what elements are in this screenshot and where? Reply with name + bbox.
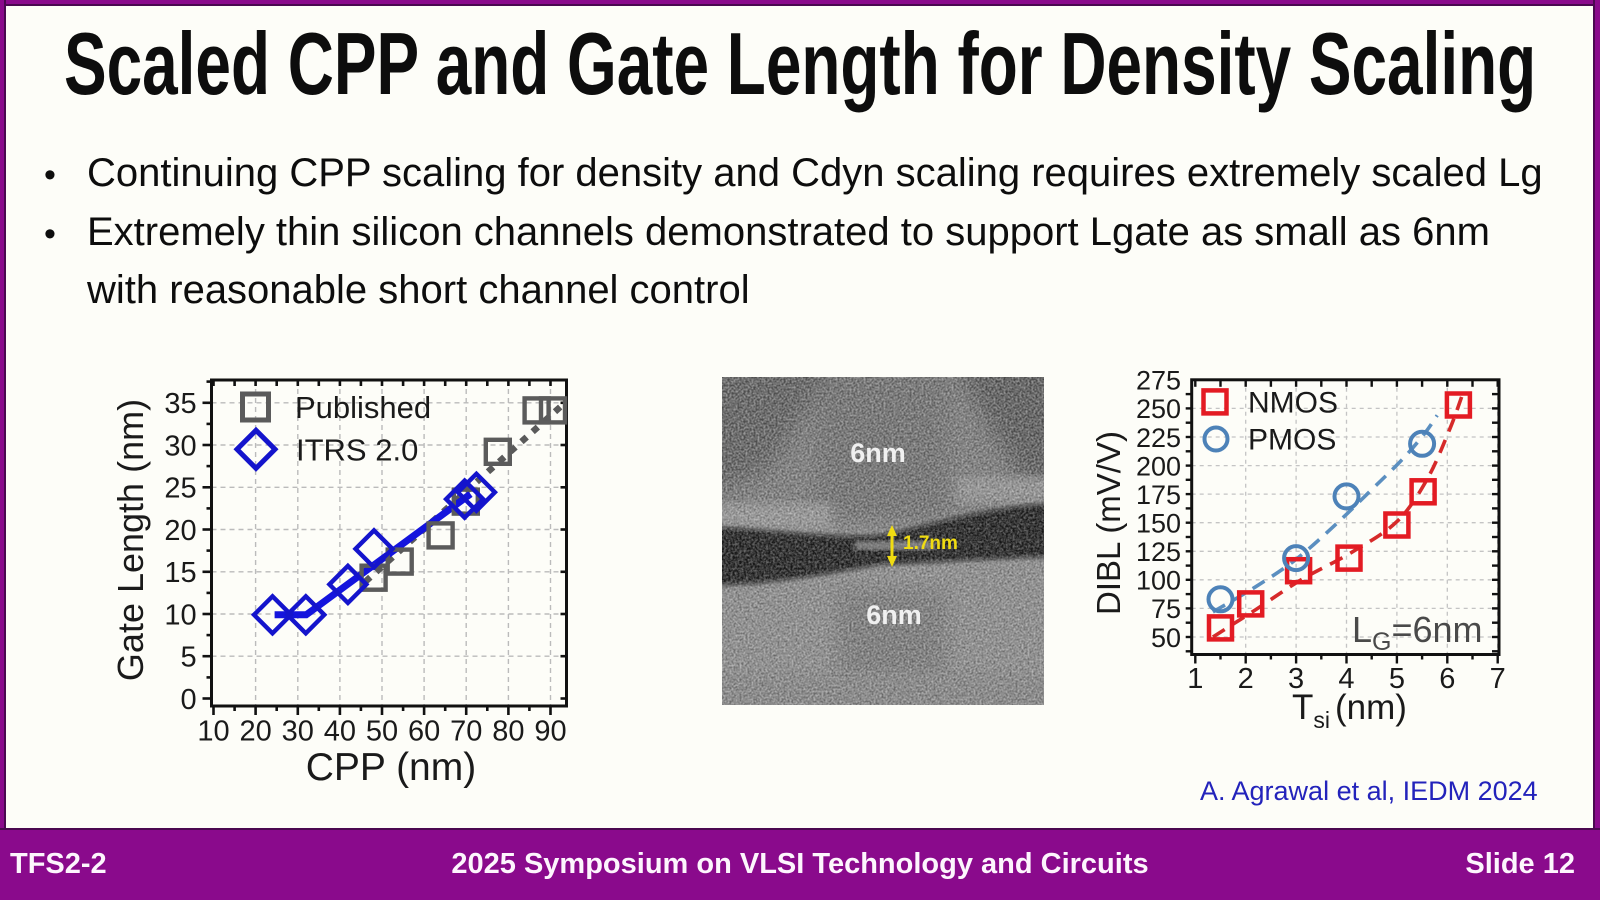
svg-text:3: 3 xyxy=(1288,663,1304,695)
svg-text:10: 10 xyxy=(197,716,229,748)
svg-text:NMOS: NMOS xyxy=(1248,387,1338,420)
svg-text:30: 30 xyxy=(164,430,196,462)
svg-text:30: 30 xyxy=(282,716,314,748)
svg-text:75: 75 xyxy=(1151,594,1181,624)
svg-text:15: 15 xyxy=(164,557,196,589)
svg-text:20: 20 xyxy=(164,515,196,547)
svg-text:ITRS 2.0: ITRS 2.0 xyxy=(296,432,418,467)
svg-text:CPP (nm): CPP (nm) xyxy=(306,746,476,789)
svg-text:40: 40 xyxy=(324,716,356,748)
svg-text:200: 200 xyxy=(1136,451,1181,481)
svg-text:PMOS: PMOS xyxy=(1248,424,1336,457)
svg-text:60: 60 xyxy=(408,716,440,748)
svg-text:1.7nm: 1.7nm xyxy=(903,533,958,554)
svg-text:6: 6 xyxy=(1439,663,1455,695)
svg-text:175: 175 xyxy=(1136,480,1181,510)
svg-text:20: 20 xyxy=(239,716,271,748)
svg-text:6nm: 6nm xyxy=(866,600,922,630)
svg-text:7: 7 xyxy=(1490,663,1506,695)
svg-text:5: 5 xyxy=(181,642,197,674)
svg-text:50: 50 xyxy=(366,716,398,748)
svg-text:LG=6nm: LG=6nm xyxy=(1352,609,1483,656)
svg-text:Published: Published xyxy=(295,390,431,425)
svg-text:225: 225 xyxy=(1136,423,1181,453)
svg-text:5: 5 xyxy=(1389,663,1405,695)
svg-text:150: 150 xyxy=(1136,509,1181,539)
svg-text:90: 90 xyxy=(534,716,566,748)
svg-text:275: 275 xyxy=(1136,366,1181,396)
svg-text:250: 250 xyxy=(1136,394,1181,424)
svg-text:DIBL (mV/V): DIBL (mV/V) xyxy=(1090,431,1127,615)
svg-text:80: 80 xyxy=(492,716,524,748)
svg-text:70: 70 xyxy=(450,716,482,748)
svg-text:Gate Length (nm): Gate Length (nm) xyxy=(110,399,151,681)
svg-text:6nm: 6nm xyxy=(850,438,906,468)
svg-text:35: 35 xyxy=(164,388,196,420)
svg-text:2: 2 xyxy=(1238,663,1254,695)
svg-text:10: 10 xyxy=(164,599,196,631)
svg-text:4: 4 xyxy=(1338,663,1354,695)
svg-text:1: 1 xyxy=(1187,663,1203,695)
svg-text:100: 100 xyxy=(1136,566,1181,596)
svg-text:Tsi(nm): Tsi (nm) xyxy=(1292,688,1407,733)
svg-text:25: 25 xyxy=(164,473,196,505)
svg-text:125: 125 xyxy=(1136,537,1181,567)
svg-text:0: 0 xyxy=(181,684,197,716)
svg-text:50: 50 xyxy=(1151,623,1181,653)
